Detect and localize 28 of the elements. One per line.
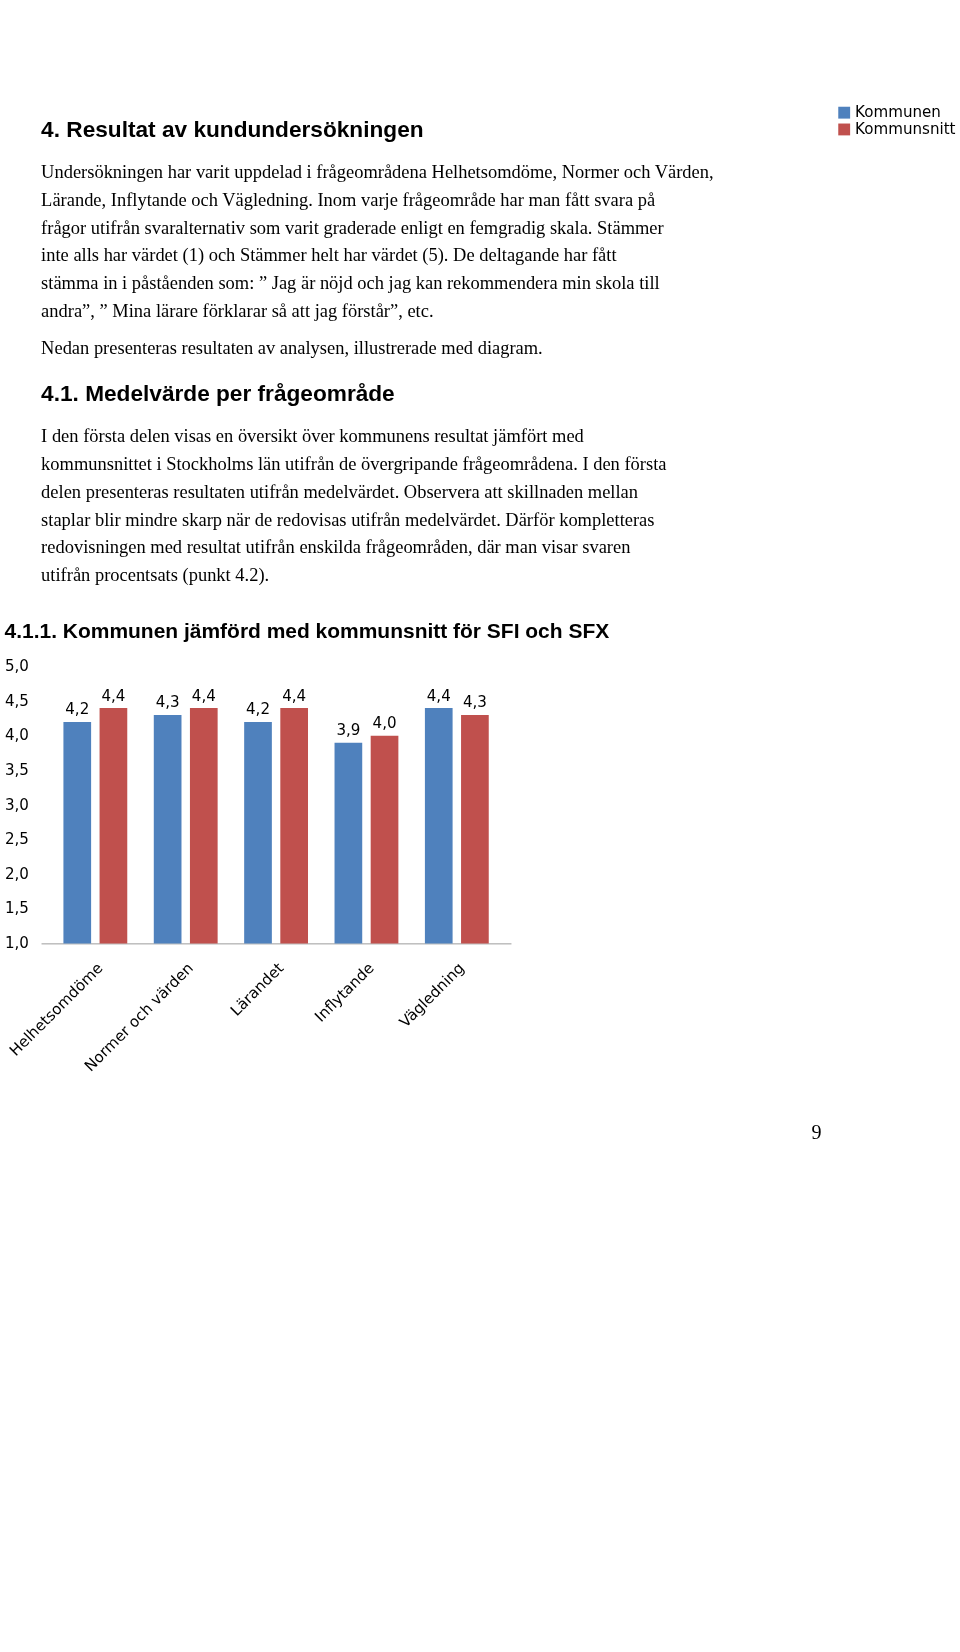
y-tick-label: 2,5 (4, 830, 29, 849)
legend-label: Kommunen (855, 102, 941, 121)
chart-title: 4.1.1. Kommunen jämförd med kommunsnitt för SFI och SFX (4, 618, 610, 642)
data-label: 4,4 (101, 686, 126, 705)
data-label: 3,9 (336, 721, 361, 740)
text: 4.1. Medelvärde per frågeområde (41, 380, 395, 407)
y-tick-label: 4,0 (4, 726, 29, 745)
y-tick-label: 1,5 (4, 899, 29, 918)
data-label: 4,4 (191, 686, 216, 705)
data-label: 4,4 (282, 686, 307, 705)
text: 9 (811, 1120, 822, 1143)
y-tick-label: 2,0 (4, 864, 29, 883)
y-tick-label: 3,5 (4, 760, 29, 779)
y-tick-label: 5,0 (4, 657, 29, 676)
data-label: 4,2 (65, 700, 90, 719)
text: I den första delen visas en översikt över kommunens resultat jämfört med kommunsnittet i Stockholms län utifrån de övergripande frågeområdena. I den första delen presenteras resultaten utifrån medelvärdet. Observera att skillnaden mellan staplar blir mindre skarp när de redovisas utifrån medelvärdet. Därför kompletteras redovisningen med resultat utifrån enskilda frågeområden, där man visar svaren utifrån procentsats (punkt 4.2). (41, 426, 667, 586)
data-label: 4,2 (246, 700, 271, 719)
legend-label: Kommunsnitt (855, 119, 956, 138)
text: 4. Resultat av kundundersökningen (41, 116, 424, 143)
y-tick-label: 4,5 (4, 691, 29, 710)
y-tick-label: 1,0 (4, 934, 29, 953)
text: Nedan presenteras resultaten av analysen, illustrerade med diagram. (41, 338, 543, 359)
data-label: 4,0 (372, 714, 397, 733)
data-label: 4,4 (426, 686, 451, 705)
data-label: 4,3 (155, 693, 180, 712)
data-label: 4,3 (462, 693, 487, 712)
y-tick-label: 3,0 (4, 795, 29, 814)
text: Undersökningen har varit uppdelad i frågeområdena Helhetsomdöme, Normer och Värden, Lärande, Inflytande och Vägledning. Inom varje frågeområde har man fått svara på frågor utifrån svaralternativ som varit graderade enligt en femgradig skala. Stämmer inte alls har värdet (1) och Stämmer helt har värdet (5). De deltagande har fått stämma in i påståenden som: ” Jag är nöjd och jag kan rekommendera min skola till andra”, ” Mina lärare förklarar så att jag förstår”, etc. (41, 162, 714, 321)
